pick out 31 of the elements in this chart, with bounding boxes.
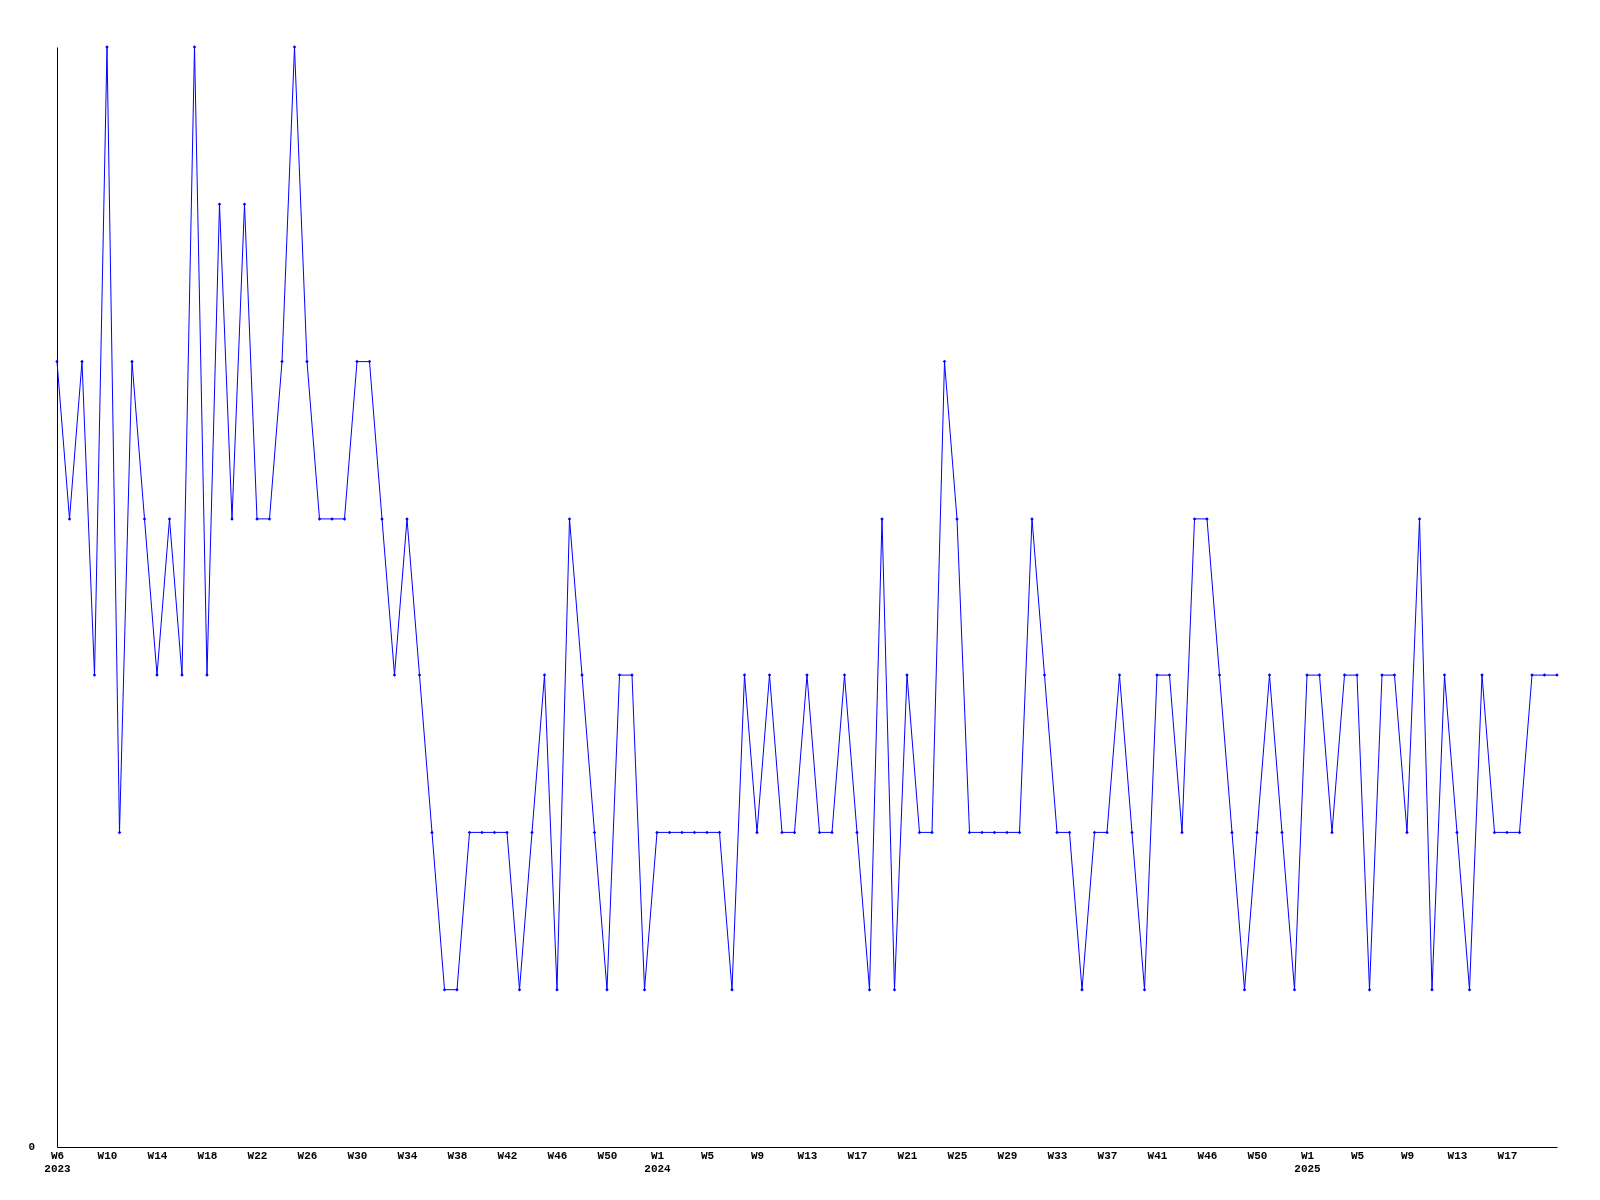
x-tick-label: W42 (497, 1149, 518, 1162)
x-tick-label: W14 (147, 1149, 168, 1162)
x-tick-label: W46 (547, 1149, 568, 1162)
x-tick-label: W9 (750, 1149, 765, 1162)
x-tick-label: W26 (297, 1149, 318, 1162)
x-tick-label: W17 (847, 1149, 868, 1162)
text: 0 (28, 1141, 35, 1153)
x-tick-label: W21 (897, 1149, 918, 1162)
x-tick-label: W34 (397, 1149, 418, 1162)
x-tick-label: W9 (1400, 1149, 1415, 1162)
x-tick-label: W30 (347, 1149, 368, 1162)
x-tick-label: W50 (597, 1149, 618, 1162)
x-tick-label: W22 (247, 1149, 268, 1162)
x-tick-label: W13 (797, 1149, 818, 1162)
x-tick-label: W10 (97, 1149, 118, 1162)
x-tick-label: W13 (1447, 1149, 1468, 1162)
x-tick-label: W38 (447, 1149, 468, 1162)
x-tick-label: W5 (1350, 1149, 1365, 1162)
x-tick-label: W1 2024 (644, 1149, 672, 1175)
x-tick-label: W33 (1047, 1149, 1068, 1162)
x-tick-label: W25 (947, 1149, 968, 1162)
x-tick-label: W6 2023 (44, 1149, 72, 1175)
x-tick-label: W18 (197, 1149, 218, 1162)
x-tick-label: W5 (700, 1149, 715, 1162)
x-tick-label: W1 2025 (1294, 1149, 1322, 1175)
x-tick-label: W41 (1147, 1149, 1168, 1162)
x-tick-label: W37 (1097, 1149, 1118, 1162)
x-tick-label: W17 (1497, 1149, 1518, 1162)
x-tick-label: W50 (1247, 1149, 1268, 1162)
x-tick-label: W29 (997, 1149, 1018, 1162)
x-tick-label: W46 (1197, 1149, 1218, 1162)
